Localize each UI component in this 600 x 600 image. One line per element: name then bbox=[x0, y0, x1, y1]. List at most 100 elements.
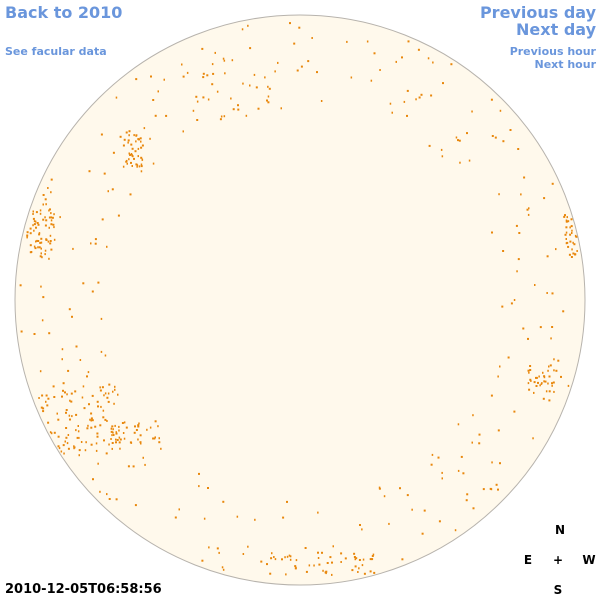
facular-spot bbox=[44, 249, 47, 252]
facular-spot bbox=[288, 554, 291, 557]
facular-spot bbox=[37, 246, 39, 249]
facular-spot bbox=[112, 390, 114, 393]
facular-spot bbox=[150, 75, 152, 78]
facular-spot bbox=[430, 463, 433, 466]
facular-spot bbox=[114, 424, 116, 427]
facular-spot bbox=[571, 248, 573, 251]
facular-spot bbox=[300, 65, 303, 68]
compass-south-label: S bbox=[553, 583, 563, 597]
facular-spot bbox=[203, 517, 206, 520]
facular-spot bbox=[286, 555, 289, 558]
next-day-link[interactable]: Next day bbox=[516, 20, 596, 39]
facular-spot bbox=[543, 197, 546, 200]
facular-spot bbox=[128, 130, 131, 133]
facular-spot bbox=[107, 400, 110, 403]
facular-spot bbox=[96, 435, 99, 438]
facular-spot bbox=[571, 229, 573, 232]
facular-spot bbox=[119, 135, 122, 138]
facular-spot bbox=[40, 285, 42, 288]
facular-spot bbox=[494, 136, 497, 139]
facular-spot bbox=[140, 146, 143, 149]
facular-spot bbox=[491, 461, 493, 464]
facular-spot bbox=[160, 447, 162, 450]
facular-spot bbox=[269, 572, 272, 575]
facular-spot bbox=[103, 394, 105, 397]
facular-spot bbox=[118, 425, 120, 428]
facular-spot bbox=[570, 218, 573, 221]
facular-spot bbox=[91, 394, 94, 397]
facular-spot bbox=[44, 216, 46, 219]
facular-spot bbox=[67, 434, 70, 436]
facular-spot bbox=[90, 242, 92, 245]
facular-spot bbox=[273, 556, 275, 558]
facular-spot bbox=[133, 134, 135, 137]
facular-spot bbox=[286, 500, 288, 503]
facular-spot bbox=[115, 432, 118, 435]
facular-spot bbox=[565, 220, 568, 223]
facular-spot bbox=[267, 101, 270, 104]
facular-spot bbox=[79, 359, 82, 361]
facular-spot bbox=[85, 441, 87, 444]
facular-spot bbox=[403, 100, 406, 103]
facular-spot bbox=[143, 127, 146, 130]
facular-spot bbox=[523, 176, 526, 179]
facular-spot bbox=[369, 558, 372, 561]
facular-spot bbox=[70, 400, 73, 403]
facular-spot bbox=[69, 399, 71, 402]
facular-spot bbox=[305, 570, 308, 573]
facular-spot bbox=[574, 234, 577, 237]
facular-spot bbox=[137, 425, 140, 428]
facular-spot bbox=[546, 292, 548, 294]
facular-spot bbox=[77, 425, 79, 427]
facular-spot bbox=[373, 52, 376, 55]
previous-hour-link[interactable]: Previous hour bbox=[509, 45, 596, 58]
facular-spot bbox=[458, 139, 461, 142]
facular-spot bbox=[569, 240, 572, 243]
facular-spot bbox=[45, 239, 48, 241]
facular-spot bbox=[77, 430, 80, 433]
next-hour-link[interactable]: Next hour bbox=[534, 58, 597, 71]
facular-spot bbox=[530, 379, 532, 382]
facular-spot bbox=[538, 375, 540, 378]
facular-spot bbox=[48, 332, 51, 335]
facular-spot bbox=[140, 170, 143, 173]
facular-spot bbox=[122, 144, 125, 147]
facular-spot bbox=[75, 345, 78, 348]
facular-spot bbox=[100, 317, 103, 320]
facular-spot bbox=[182, 130, 184, 133]
facular-spot bbox=[38, 232, 41, 235]
facular-spot bbox=[509, 129, 512, 131]
facular-spot bbox=[522, 327, 525, 330]
facular-spot bbox=[220, 115, 223, 118]
facular-spot bbox=[32, 213, 34, 215]
see-facular-data-link[interactable]: See facular data bbox=[5, 45, 107, 58]
facular-spot bbox=[513, 410, 516, 413]
facular-spot bbox=[128, 158, 130, 161]
back-to-2010-link[interactable]: Back to 2010 bbox=[5, 3, 123, 22]
facular-spot bbox=[346, 40, 348, 43]
facular-spot bbox=[289, 558, 292, 561]
facular-spot bbox=[42, 194, 45, 196]
facular-spot bbox=[86, 427, 89, 430]
facular-spot bbox=[110, 430, 113, 433]
facular-spot bbox=[131, 147, 134, 150]
facular-spot bbox=[64, 440, 66, 443]
solar-disk bbox=[14, 14, 586, 586]
facular-spot bbox=[135, 163, 138, 166]
facular-spot bbox=[50, 248, 53, 251]
facular-spot bbox=[264, 76, 266, 79]
facular-spot bbox=[212, 72, 215, 75]
facular-spot bbox=[551, 182, 554, 185]
facular-spot bbox=[567, 245, 570, 248]
facular-spot bbox=[88, 403, 90, 406]
facular-spot bbox=[411, 508, 413, 511]
facular-spot bbox=[571, 232, 573, 234]
previous-day-link[interactable]: Previous day bbox=[479, 3, 596, 22]
facular-spot bbox=[221, 566, 224, 569]
facular-spot bbox=[40, 247, 42, 250]
facular-spot bbox=[83, 407, 86, 410]
facular-spot bbox=[253, 73, 256, 76]
facular-spot bbox=[555, 369, 558, 372]
facular-spot bbox=[19, 284, 22, 287]
facular-spot bbox=[135, 429, 138, 431]
